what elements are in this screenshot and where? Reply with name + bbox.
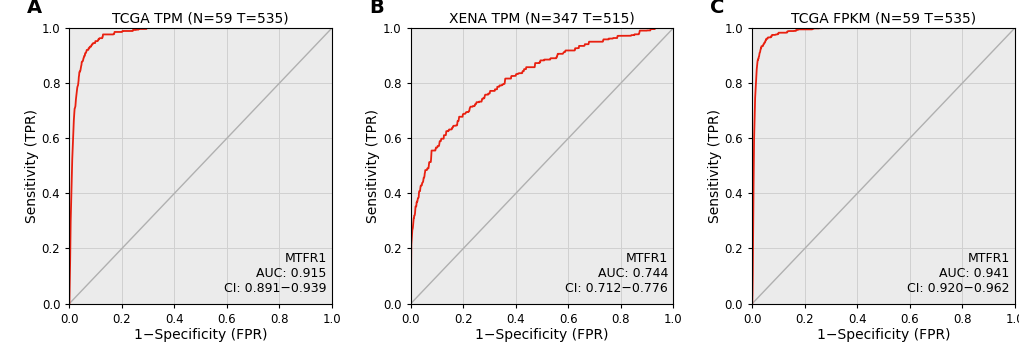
Y-axis label: Sensitivity (TPR): Sensitivity (TPR) bbox=[24, 109, 39, 223]
X-axis label: 1−Specificity (FPR): 1−Specificity (FPR) bbox=[816, 328, 950, 342]
Title: XENA TPM (N=347 T=515): XENA TPM (N=347 T=515) bbox=[448, 12, 635, 25]
Text: MTFR1
AUC: 0.915
CI: 0.891−0.939: MTFR1 AUC: 0.915 CI: 0.891−0.939 bbox=[224, 252, 326, 295]
Text: MTFR1
AUC: 0.941
CI: 0.920−0.962: MTFR1 AUC: 0.941 CI: 0.920−0.962 bbox=[906, 252, 1009, 295]
Title: TCGA TPM (N=59 T=535): TCGA TPM (N=59 T=535) bbox=[112, 12, 288, 25]
Y-axis label: Sensitivity (TPR): Sensitivity (TPR) bbox=[366, 109, 380, 223]
Title: TCGA FPKM (N=59 T=535): TCGA FPKM (N=59 T=535) bbox=[791, 12, 975, 25]
X-axis label: 1−Specificity (FPR): 1−Specificity (FPR) bbox=[475, 328, 608, 342]
Text: B: B bbox=[369, 0, 383, 17]
Text: A: A bbox=[28, 0, 43, 17]
Text: C: C bbox=[709, 0, 723, 17]
Text: MTFR1
AUC: 0.744
CI: 0.712−0.776: MTFR1 AUC: 0.744 CI: 0.712−0.776 bbox=[565, 252, 667, 295]
X-axis label: 1−Specificity (FPR): 1−Specificity (FPR) bbox=[133, 328, 267, 342]
Y-axis label: Sensitivity (TPR): Sensitivity (TPR) bbox=[707, 109, 721, 223]
